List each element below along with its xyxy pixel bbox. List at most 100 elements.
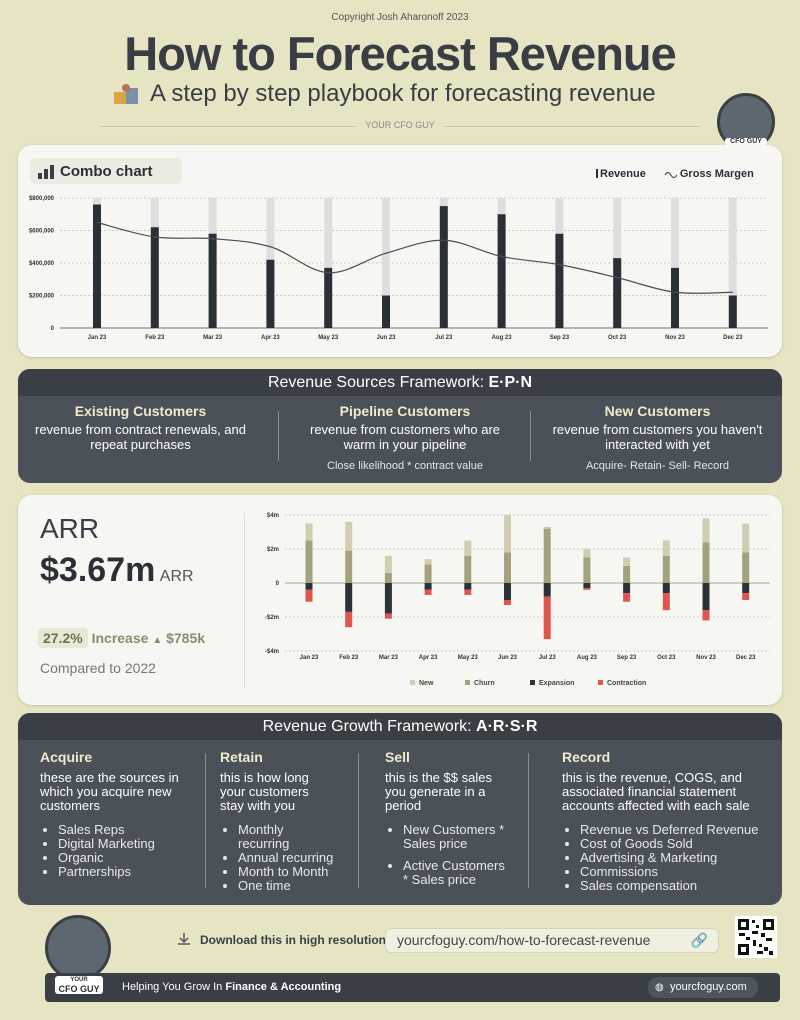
bar-segment [662, 593, 670, 611]
bar-segment [543, 528, 551, 583]
arsr-description: this is how long your customers stay wit… [220, 770, 309, 813]
site-pill[interactable]: ◍ yourcfoguy.com [648, 977, 758, 998]
bar-segment [345, 521, 353, 551]
footer-badge: YOUR CFO GUY [55, 976, 103, 994]
bar-segment [543, 596, 551, 640]
bar-segment [464, 555, 472, 583]
epn-note: Acquire- Retain- Sell- Record [585, 460, 730, 472]
legend-label: Churn [474, 680, 495, 687]
tagline: Helping You Grow In Finance & Accounting [122, 981, 341, 993]
bar-segment [305, 540, 313, 583]
arsr-item: Advertising & Marketing [580, 851, 772, 865]
legend-swatch [530, 680, 535, 685]
x-tick-label: Jan 23 [300, 655, 319, 661]
bar-segment [742, 523, 750, 553]
bar-segment [702, 583, 710, 611]
x-tick-label: Jul 23 [435, 335, 453, 341]
bar [208, 233, 217, 328]
epn-text: revenue from customers who are warm in y… [309, 422, 501, 452]
bar [728, 295, 737, 328]
icon [114, 84, 138, 104]
subtitle: A step by step playbook for forecasting … [150, 80, 656, 107]
url[interactable]: yourcfoguy.com/how-to-forecast-revenue [397, 932, 651, 948]
arsr-column: Sell this is the $$ sales you generate in… [385, 749, 510, 895]
badge-main: CFO GUY [58, 984, 100, 994]
bar-segment [702, 518, 710, 543]
bar-segment [305, 589, 313, 602]
x-tick-label: Jun 23 [376, 335, 396, 341]
arsr-description: these are the sources in which you acqui… [40, 770, 179, 813]
arsr-item: One time [238, 879, 335, 893]
bar-segment [424, 589, 432, 595]
legend-swatch [596, 169, 598, 178]
brand: YOUR CFO GUY [355, 120, 445, 130]
legend-swatch [598, 680, 603, 685]
line [96, 221, 733, 294]
arsr-item: New Customers * Sales price [403, 823, 510, 851]
x-tick-label: Feb 23 [339, 655, 359, 661]
tagline-text: Helping You Grow In [122, 981, 223, 993]
arsr-heading: Sell [385, 749, 410, 765]
bar-segment [583, 583, 591, 589]
bar-segment [662, 555, 670, 583]
x-tick-label: Dec 23 [723, 335, 743, 341]
x-tick-label: Sep 23 [550, 335, 570, 341]
copyright: Copyright Josh Aharonoff 2023 [331, 12, 469, 23]
x-tick-label: Jan 23 [88, 335, 107, 341]
arsr-item: Sales compensation [580, 879, 772, 893]
legend-swatch [664, 171, 678, 179]
y-tick-label: $2m [267, 547, 279, 553]
x-tick-label: Mar 23 [203, 335, 223, 341]
bar-segment [424, 583, 432, 590]
x-tick-label: Jun 23 [498, 655, 518, 661]
y-tick-label: 0 [276, 581, 280, 587]
bar-segment [702, 542, 710, 583]
arsr-item: Annual recurring [238, 851, 335, 865]
bar-segment [742, 583, 750, 594]
bar-segment [623, 557, 631, 566]
site[interactable]: yourcfoguy.com [670, 981, 747, 993]
arsr-item: Commissions [580, 865, 772, 879]
x-tick-label: Nov 23 [696, 655, 716, 661]
arsr-description: this is the revenue, COGS, and associate… [562, 770, 750, 813]
epn-title-text: Revenue Sources Framework: [267, 374, 485, 391]
title: How to Forecast Revenue [124, 27, 677, 80]
combo-card: Combo chart 0 $200,000 $400,000 $600,000 $80… [18, 145, 782, 357]
footer-avatar [45, 915, 111, 981]
badge: CFO GUY [725, 138, 767, 145]
bar-segment [464, 589, 472, 595]
divider [244, 513, 245, 688]
bar-segment [583, 557, 591, 583]
bar-track [671, 198, 679, 328]
bar-track [324, 198, 333, 328]
bar [324, 267, 333, 328]
chart-icon [38, 165, 54, 179]
bar-segment [384, 583, 392, 614]
y-tick-label: $200,000 [29, 294, 55, 300]
x-tick-label: Nov 23 [665, 335, 685, 341]
x-tick-label: Mar 23 [379, 655, 399, 661]
bar-segment [623, 593, 631, 602]
x-tick-label: Sep 23 [617, 655, 637, 661]
divider [278, 411, 279, 461]
bar-segment [384, 555, 392, 573]
bar-segment [543, 583, 551, 597]
tagline-emphasis: Finance & Accounting [225, 981, 342, 993]
url-box[interactable]: yourcfoguy.com/how-to-forecast-revenue 🔗 [385, 928, 719, 953]
arr-unit: ARR [159, 568, 194, 585]
y-tick-label: -$2m [265, 615, 279, 621]
bar-segment [345, 550, 353, 583]
bar-segment [384, 613, 392, 619]
link-icon: 🔗 [690, 932, 708, 948]
arsr-heading: Record [562, 749, 611, 765]
arsr-item: Digital Marketing [58, 837, 185, 851]
bar-segment [424, 564, 432, 583]
epn-text: revenue from customers you haven't inter… [552, 422, 763, 452]
divider [205, 753, 206, 888]
bar-segment [623, 583, 631, 594]
bar-segment [583, 549, 591, 558]
arsr-list: Sales RepsDigital MarketingOrganicPartne… [40, 823, 185, 879]
arsr-item: Cost of Goods Sold [580, 837, 772, 851]
arsr-column: Acquire these are the sources in which yo… [40, 749, 185, 879]
stacked-chart: -$4m -$2m 0 $2m $4m Jan 23 Feb 23 Mar 23 Apr 23 M… [265, 513, 770, 687]
